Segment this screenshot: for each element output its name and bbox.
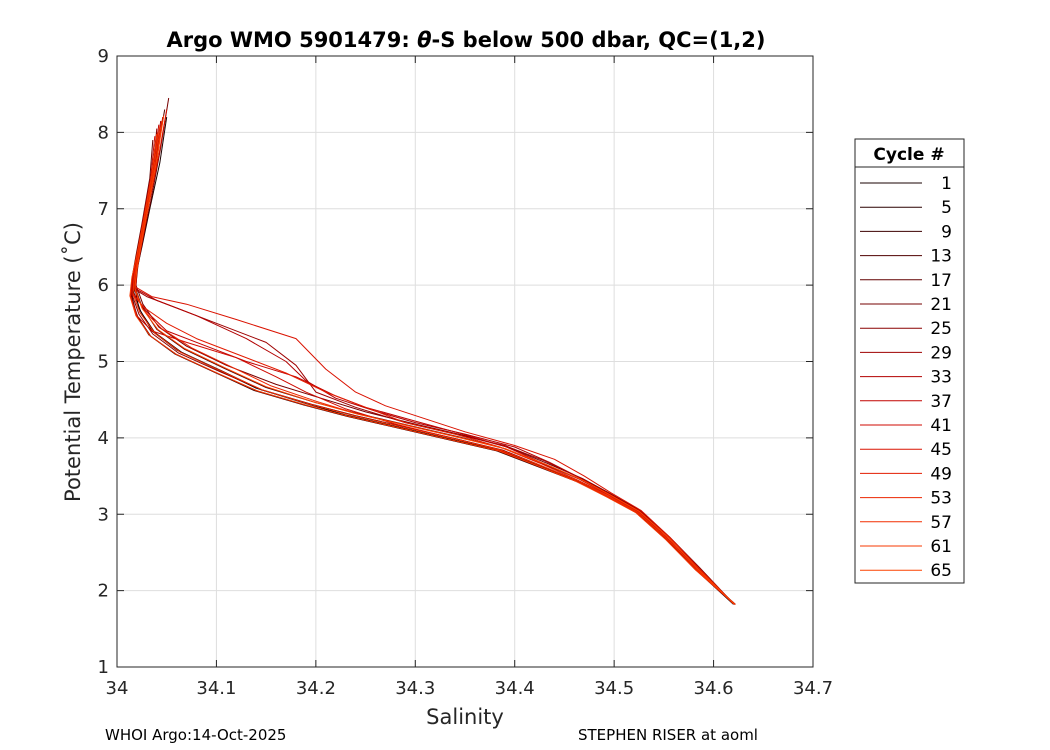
x-tick-label: 34.1: [196, 678, 236, 699]
y-tick-label: 1: [98, 657, 109, 678]
series-line-cycle-65: [134, 115, 734, 604]
legend-entry-label: 45: [930, 440, 952, 460]
series-layer: [129, 97, 736, 605]
series-line-cycle-57: [132, 126, 735, 605]
y-tick-label: 3: [98, 504, 109, 525]
x-tick-label: 34.7: [793, 678, 833, 699]
y-tick-label: 8: [98, 122, 109, 143]
x-tick-label: 34.6: [694, 678, 734, 699]
series-line-cycle-61: [129, 133, 736, 605]
x-tick-labels: 34 34.1 34.2 34.3 34.4 34.5 34.6 34.7: [106, 678, 833, 699]
legend-entry-label: 33: [930, 368, 952, 388]
legend-entry-label: 61: [930, 537, 952, 557]
legend: Cycle # 1 5 9 13 17 21 25 29 33 37 41 45 49 53 57 61 65: [854, 138, 965, 584]
y-tick-label: 2: [98, 581, 109, 602]
x-tick-label: 34.3: [395, 678, 435, 699]
legend-entry-label: 41: [930, 416, 952, 436]
legend-entry-label: 25: [930, 319, 952, 339]
legend-entry-label: 57: [930, 513, 952, 533]
plot-area: [116, 55, 814, 668]
legend-entry-label: 1: [941, 174, 952, 194]
footer-right: STEPHEN RISER at aoml: [578, 726, 758, 744]
x-tick-label: 34.5: [594, 678, 634, 699]
legend-entry-label: 49: [930, 464, 952, 484]
y-tick-label: 4: [98, 428, 109, 449]
x-tick-label: 34.2: [296, 678, 336, 699]
legend-title: Cycle #: [873, 145, 944, 165]
y-axis-label: Potential Temperature (˚C): [61, 222, 85, 502]
y-tick-label: 7: [98, 199, 109, 220]
chart-title: Argo WMO 5901479: θ-S below 500 dbar, QC…: [166, 28, 765, 52]
legend-entry-label: 5: [941, 198, 952, 218]
y-tick-label: 6: [98, 275, 109, 296]
legend-entry-label: 37: [930, 392, 952, 412]
footer-left: WHOI Argo:14-Oct-2025: [105, 726, 286, 744]
legend-entry-label: 53: [930, 489, 952, 509]
legend-entry-label: 29: [930, 343, 952, 363]
tick-marks: [116, 55, 814, 668]
y-tick-label: 5: [98, 352, 109, 373]
legend-entries: 1 5 9 13 17 21 25 29 33 37 41 45 49 53 57 61 65: [860, 174, 952, 581]
x-axis-label: Salinity: [426, 705, 504, 729]
legend-entry-label: 21: [930, 295, 952, 315]
series-line-cycle-49: [132, 132, 735, 605]
y-tick-labels: 1 2 3 4 5 6 7 8 9: [98, 46, 109, 678]
x-tick-label: 34: [106, 678, 129, 699]
legend-entry-label: 9: [941, 222, 952, 242]
legend-entry-label: 17: [930, 271, 952, 291]
x-tick-label: 34.4: [495, 678, 535, 699]
y-tick-label: 9: [98, 46, 109, 67]
legend-entry-label: 13: [930, 247, 952, 267]
legend-entry-label: 65: [930, 561, 952, 581]
